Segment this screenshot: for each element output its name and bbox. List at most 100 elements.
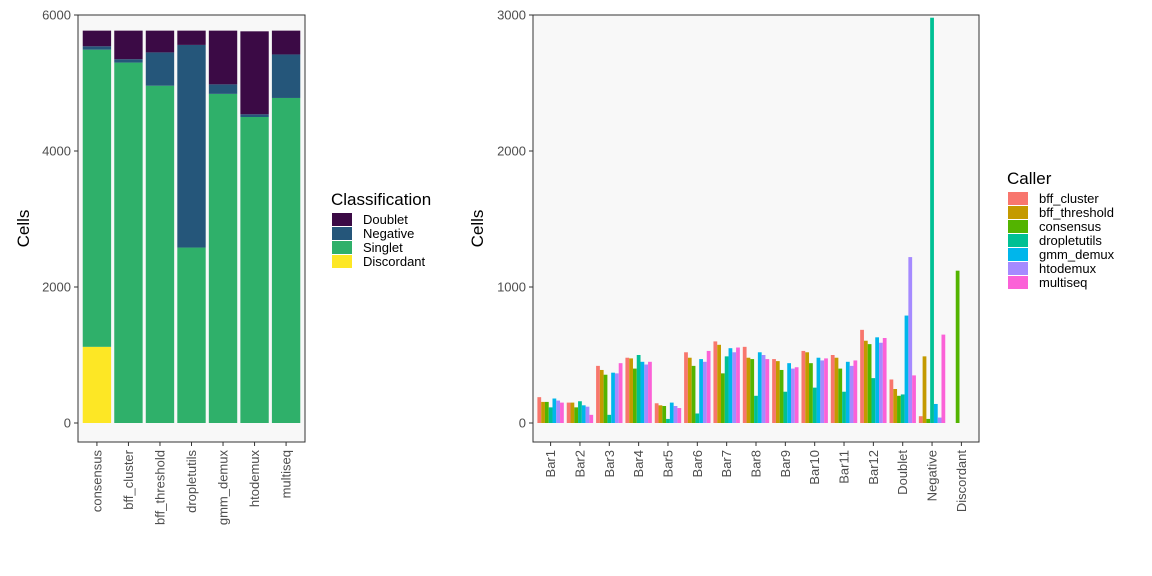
bar-bar5-gmm-demux (669, 402, 674, 423)
bar-negative-htodemux (937, 417, 942, 423)
x-tick-label: Bar7 (719, 450, 734, 477)
bar-gmm-demux-singlet (208, 93, 238, 423)
bar-bar10-dropletutils (812, 387, 817, 423)
bar-bff-threshold-doublet (145, 30, 175, 53)
bar-negative-dropletutils (930, 17, 934, 423)
bar-bar3-htodemux (614, 373, 619, 423)
bar-bar3-dropletutils (607, 414, 612, 423)
bar-bar10-consensus (809, 363, 813, 423)
x-tick-label: Negative (925, 450, 940, 501)
x-tick-label: multiseq (279, 450, 294, 498)
bar-doublet-multiseq (912, 375, 916, 423)
bar-bar2-consensus (574, 407, 579, 423)
bar-bar6-bff-cluster (684, 352, 688, 423)
bar-bff-cluster-singlet (114, 62, 143, 423)
legend-label-doublet: Doublet (363, 212, 408, 227)
left-y-axis-title: Cells (14, 210, 33, 248)
right-legend-title: Caller (1007, 169, 1052, 188)
bar-gmm-demux-negative (208, 84, 238, 94)
bar-bar5-multiseq (677, 408, 682, 423)
bar-bar7-bff-threshold (717, 344, 721, 423)
bar-bar7-multiseq (736, 347, 740, 423)
x-tick-label: bff_threshold (152, 450, 167, 525)
y-tick-label: 4000 (42, 144, 71, 159)
bar-doublet-consensus (897, 395, 901, 423)
bar-consensus-singlet (82, 49, 112, 347)
bar-bar12-htodemux (879, 342, 883, 423)
bar-bff-threshold-negative (145, 52, 175, 86)
bar-bar1-htodemux (556, 400, 561, 423)
bar-bar1-dropletutils (548, 407, 553, 423)
bar-bar11-bff-threshold (834, 357, 839, 423)
bar-bar11-multiseq (853, 360, 858, 423)
bar-bar9-consensus (779, 369, 784, 423)
bar-bar3-gmm-demux (611, 372, 615, 423)
bar-bar8-gmm-demux (757, 352, 762, 423)
bar-bar1-multiseq (560, 402, 564, 423)
bar-bar11-consensus (838, 368, 843, 423)
x-tick-label: consensus (89, 450, 104, 513)
bar-bar5-dropletutils (666, 418, 670, 423)
x-tick-label: Bar2 (572, 450, 587, 477)
legend-label-gmm-demux: gmm_demux (1039, 247, 1115, 262)
bar-bar9-bff-threshold (775, 361, 780, 423)
right-x-axis: Bar1 Bar2 Bar3 Bar4 Bar5 Bar6 Bar7 Bar8 Bar9 Bar1… (543, 442, 969, 512)
bar-bar5-consensus (662, 406, 667, 423)
x-tick-label: Bar12 (866, 450, 881, 485)
bar-bar3-bff-threshold (599, 369, 604, 423)
bar-negative-bff-cluster (918, 416, 923, 423)
bar-bar11-dropletutils (842, 391, 846, 423)
bar-bar3-consensus (603, 374, 608, 423)
bar-bar10-bff-cluster (801, 350, 806, 423)
left-bars (82, 30, 301, 424)
bar-htodemux-negative (240, 114, 269, 117)
x-tick-label: Bar9 (778, 450, 793, 477)
y-tick-label: 3000 (497, 8, 526, 23)
bar-discordant-consensus (955, 270, 960, 423)
bar-bar2-bff-threshold (570, 402, 575, 423)
legend-key-negative (332, 227, 352, 240)
bar-bar7-bff-cluster (713, 341, 718, 423)
bar-bar9-dropletutils (783, 391, 788, 423)
bar-bar12-bff-cluster (860, 329, 864, 423)
right-y-axis-title: Cells (468, 210, 487, 248)
bar-doublet-dropletutils (900, 394, 905, 423)
x-tick-label: Bar4 (631, 450, 646, 477)
bar-bar2-gmm-demux (581, 405, 586, 423)
y-tick-label: 0 (519, 416, 526, 431)
bar-negative-multiseq (941, 334, 946, 423)
legend-key-consensus (1008, 220, 1028, 233)
bar-bar4-multiseq (648, 361, 652, 423)
bar-bar2-multiseq (589, 414, 594, 423)
bar-bar12-gmm-demux (875, 337, 880, 423)
bar-bar5-bff-cluster (654, 403, 659, 423)
bar-gmm-demux-doublet (208, 30, 238, 85)
legend-key-doublet (332, 213, 352, 226)
x-tick-label: Doublet (895, 450, 910, 495)
bar-negative-bff-threshold (922, 356, 927, 423)
bar-bar2-dropletutils (578, 401, 582, 423)
bar-bar7-consensus (721, 373, 725, 423)
legend-key-discordant (332, 255, 352, 268)
legend-key-singlet (332, 241, 352, 254)
bar-bar8-bff-cluster (742, 346, 747, 423)
bar-dropletutils-negative (177, 44, 206, 248)
stacked-bar-chart: 0 2000 4000 6000 consensus bff_cluster bff_th… (14, 8, 431, 526)
legend-key-bff-cluster (1008, 192, 1028, 205)
legend-key-bff-threshold (1008, 206, 1028, 219)
bar-bar11-htodemux (849, 365, 854, 423)
legend-key-gmm-demux (1008, 248, 1028, 261)
bar-dropletutils-doublet (177, 30, 206, 45)
bar-bar10-htodemux (820, 360, 825, 423)
bar-bar8-htodemux (761, 355, 766, 423)
bar-bar12-bff-threshold (863, 340, 868, 423)
bar-bar9-htodemux (791, 368, 795, 423)
bar-bar12-dropletutils (871, 378, 876, 423)
bar-bar6-consensus (691, 365, 696, 423)
bar-consensus-doublet (82, 30, 112, 47)
bar-doublet-bff-threshold (893, 389, 898, 423)
bar-bar2-htodemux (585, 406, 590, 423)
bar-bar4-consensus (632, 368, 637, 423)
bar-bar6-bff-threshold (687, 357, 692, 423)
